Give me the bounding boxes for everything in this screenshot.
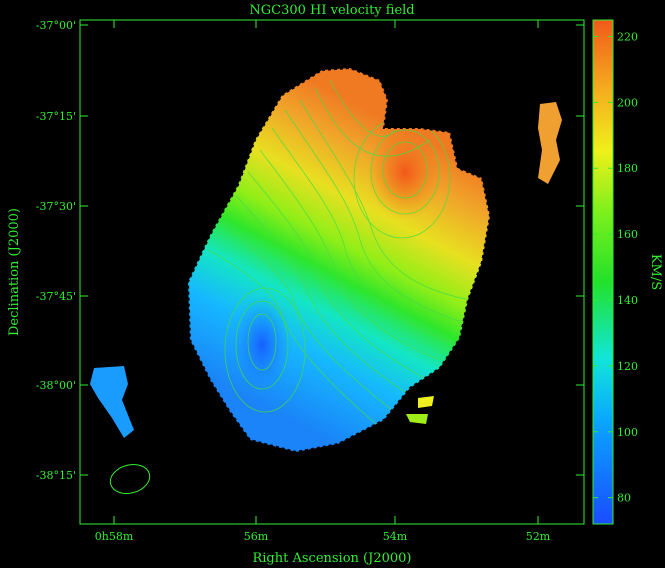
colorbar-tick-label: 220 (617, 30, 638, 43)
colorbar-tick-label: 80 (617, 492, 631, 505)
x-tick-label: 52m (526, 530, 551, 543)
colorbar-tick-label: 160 (617, 228, 638, 241)
y-tick-label: -37°00' (36, 19, 76, 32)
colorbar (592, 19, 614, 525)
colorbar-tick-label: 140 (617, 294, 638, 307)
velocity-field-blob-2 (406, 414, 428, 424)
velocity-field-blob-1 (418, 396, 434, 408)
y-axis-label: Declination (J2000) (7, 208, 22, 336)
velocity-field-map (187, 67, 491, 453)
y-tick-label: -38°15' (36, 469, 76, 482)
y-tick-label: -37°15' (36, 110, 76, 123)
colorbar-label: KM/S (648, 254, 663, 290)
chart-title: NGC300 HI velocity field (249, 3, 414, 18)
colorbar-tick-label: 180 (617, 162, 638, 175)
isovelocity-contours (207, 79, 471, 425)
y-tick-label: -37°45' (36, 290, 76, 303)
velocity-field-patch-west (90, 366, 134, 438)
beam-ellipse (109, 464, 151, 494)
colorbar-tick-label: 200 (617, 96, 638, 109)
x-axis-label: Right Ascension (J2000) (252, 551, 411, 566)
colorbar-tick-label: 100 (617, 426, 638, 439)
velocity-field-patch-east (538, 102, 562, 184)
y-tick-label: -37°30' (36, 200, 76, 213)
colorbar-tick-label: 120 (617, 360, 638, 373)
x-tick-label: 0h58m (95, 530, 134, 543)
y-tick-marks (80, 24, 584, 476)
x-tick-marks (113, 20, 539, 524)
colorbar-ticks: 80 100 120 140 160 180 200 220 (593, 30, 638, 505)
plot-frame (79, 19, 585, 525)
x-tick-label: 56m (244, 530, 269, 543)
x-tick-label: 54m (383, 530, 408, 543)
y-tick-label: -38°00' (36, 379, 76, 392)
